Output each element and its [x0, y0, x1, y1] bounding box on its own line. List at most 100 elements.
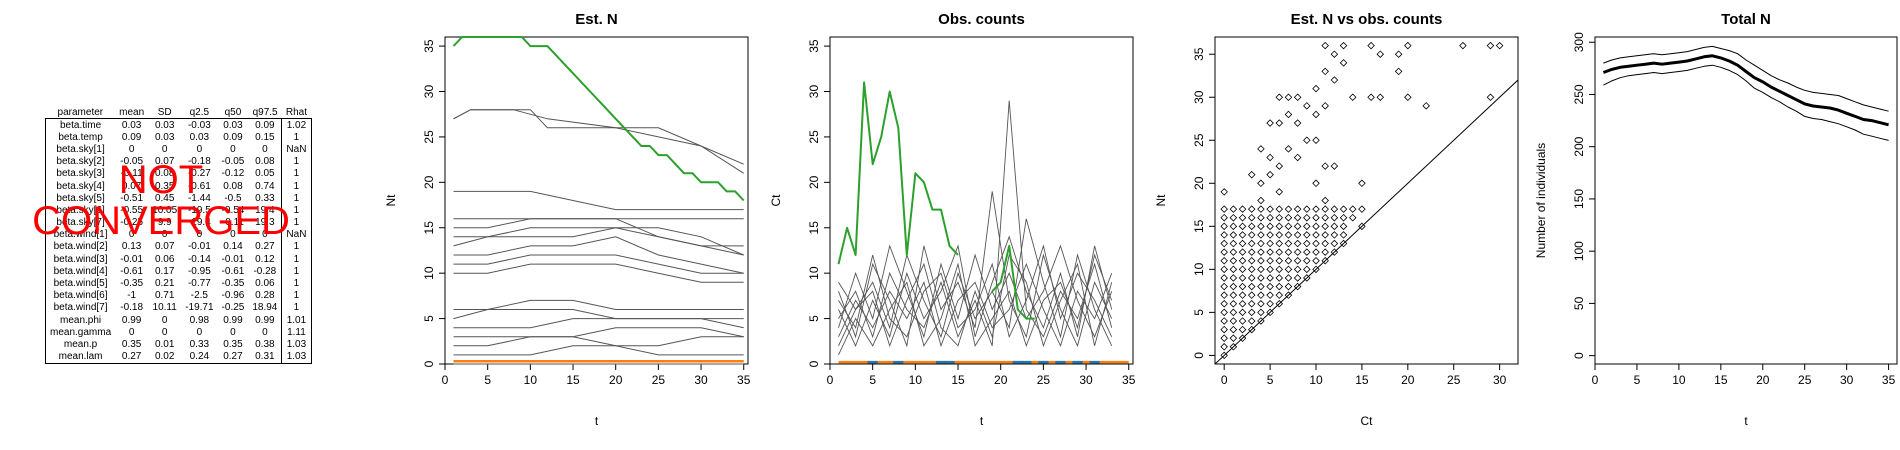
table-cell: 0.06: [154, 253, 175, 265]
table-cell: -1: [127, 290, 137, 302]
scatter-point: [1367, 41, 1375, 50]
scatter-point: [1247, 308, 1256, 317]
table-cell: -0.61: [187, 180, 211, 192]
plot-frame: [1594, 36, 1898, 365]
scatter-point: [1284, 239, 1293, 248]
y-axis-label: Ct: [769, 194, 783, 207]
table-cell: 0.09: [121, 131, 142, 143]
scatter-point: [1321, 248, 1329, 256]
table-cell: 0.05: [255, 168, 275, 180]
column-header: SD: [157, 106, 172, 118]
y-tick-label: 50: [1572, 296, 1586, 310]
y-tick-label: 300: [1572, 32, 1586, 52]
scatter-point: [1229, 308, 1238, 317]
scatter-point: [1220, 231, 1228, 239]
series-line: [453, 227, 744, 256]
scatter-point: [1229, 274, 1238, 282]
scatter-point: [1284, 256, 1293, 265]
table-cell: 1: [281, 277, 312, 290]
y-tick-label: 5: [422, 315, 436, 322]
table-cell: 0.03: [154, 131, 175, 143]
table-cell: 0.27: [255, 241, 275, 253]
x-tick-label: 15: [1714, 373, 1728, 387]
table-cell: 0.99: [121, 314, 142, 326]
table-cell: -0.01: [221, 253, 245, 265]
scatter-point: [1312, 256, 1320, 265]
series-line: [453, 227, 744, 256]
table-cell: 0: [128, 326, 135, 338]
table-cell: 0.17: [154, 265, 175, 277]
table-cell: -0.18: [120, 302, 144, 314]
scatter-point: [1330, 222, 1339, 231]
table-cell: beta.time: [60, 119, 102, 131]
scatter-point: [1321, 102, 1329, 110]
table-cell: 1: [281, 253, 312, 266]
scatter-point: [1459, 41, 1467, 50]
table-cell: -0.25: [120, 217, 144, 229]
table-row: beta.sky[4] 0.07 0.35 -0.61 0.08 0.74 1: [46, 179, 312, 193]
reference-line: [1215, 79, 1518, 364]
scatter-point: [1358, 222, 1366, 231]
scatter-point: [1321, 41, 1329, 50]
scatter-point: [1247, 274, 1256, 282]
y-tick-label: 30: [422, 85, 436, 99]
column-header: parameter: [57, 106, 104, 118]
table-cell: mean.lam: [58, 351, 103, 363]
x-tick-label: 25: [1798, 373, 1812, 387]
scatter-point: [1266, 299, 1274, 308]
y-tick-label: 0: [807, 360, 821, 367]
scatter-point: [1284, 265, 1293, 274]
scatter-point: [1312, 110, 1320, 119]
x-tick-label: 30: [1079, 373, 1093, 387]
table-cell: mean.p: [63, 338, 98, 350]
scatter-point: [1275, 299, 1284, 308]
y-tick-label: 15: [422, 221, 436, 235]
scatter-point: [1247, 231, 1256, 239]
x-tick-label: 25: [652, 373, 666, 387]
table-cell: 19.3: [255, 217, 275, 229]
table-cell: 10.11: [152, 302, 177, 314]
y-axis-label: Nt: [1154, 194, 1168, 207]
scatter-point: [1229, 239, 1238, 248]
table-cell: 0: [196, 229, 203, 241]
scatter-point: [1394, 67, 1403, 76]
scatter-point: [1358, 179, 1366, 188]
scatter-point: [1220, 308, 1228, 317]
mean-line: [1602, 54, 1889, 127]
scatter-point: [1321, 67, 1329, 76]
table-row: beta.wind[2] 0.13 0.07 -0.01 0.14 0.27 1: [46, 240, 312, 254]
x-axis-label: t: [980, 414, 984, 428]
scatter-point: [1330, 76, 1339, 84]
scatter-point: [1229, 317, 1238, 325]
scatter-point: [1312, 248, 1320, 256]
scatter-point: [1284, 213, 1293, 222]
scatter-point: [1495, 41, 1504, 50]
table-cell: 0: [161, 143, 168, 155]
scatter-point: [1486, 93, 1495, 102]
y-tick-label: 25: [1192, 133, 1206, 147]
scatter-point: [1220, 222, 1228, 231]
table-cell: 0.08: [255, 156, 275, 168]
table-cell: beta.wind[2]: [53, 241, 108, 253]
y-tick-label: 10: [807, 266, 821, 280]
scatter-point: [1312, 213, 1320, 222]
scatter-point: [1220, 325, 1228, 334]
table-cell: 1.01: [281, 314, 312, 327]
table-cell: 0.45: [154, 192, 175, 204]
scatter-point: [1303, 256, 1311, 265]
table-cell: -0.01: [187, 241, 211, 253]
x-tick-label: 20: [994, 373, 1008, 387]
table-cell: beta.wind[3]: [53, 253, 108, 265]
plot-area: [1215, 41, 1518, 364]
table-cell: beta.sky[2]: [56, 156, 105, 168]
scatter-point: [1257, 196, 1265, 205]
series-line: [838, 244, 1113, 339]
x-tick-label: 5: [1634, 373, 1641, 387]
table-cell: -1.44: [187, 192, 211, 204]
series-line: [453, 236, 744, 274]
table-cell: beta.sky[3]: [56, 168, 105, 180]
table-cell: 0: [161, 229, 168, 241]
scatter-point: [1293, 119, 1302, 127]
x-tick-label: 30: [694, 373, 708, 387]
table-cell: 1: [281, 216, 312, 229]
